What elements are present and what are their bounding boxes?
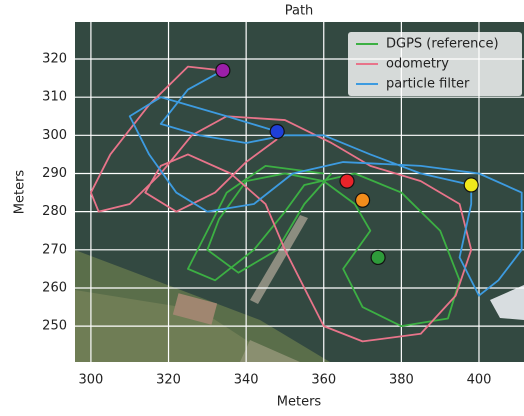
legend: DGPS (reference) odometry particle filter bbox=[348, 32, 522, 96]
y-axis-label: Meters bbox=[13, 170, 28, 215]
legend-label: particle filter bbox=[386, 77, 470, 92]
x-tick-label: 400 bbox=[467, 373, 492, 388]
y-tick-label: 310 bbox=[42, 90, 67, 105]
legend-label: DGPS (reference) bbox=[386, 37, 499, 52]
x-tick-label: 320 bbox=[156, 373, 181, 388]
y-tick-label: 300 bbox=[42, 128, 67, 143]
y-tick-label: 270 bbox=[42, 242, 67, 257]
y-tick-label: 250 bbox=[42, 319, 67, 334]
y-tick-label: 320 bbox=[42, 52, 67, 67]
y-tick-label: 290 bbox=[42, 166, 67, 181]
marker bbox=[464, 178, 478, 192]
marker bbox=[340, 174, 354, 188]
chart: Path Meters Meters DGPS (reference) odome… bbox=[0, 0, 524, 412]
x-tick-label: 380 bbox=[389, 373, 414, 388]
x-tick-label: 360 bbox=[311, 373, 336, 388]
marker bbox=[216, 63, 230, 77]
y-tick-label: 280 bbox=[42, 204, 67, 219]
y-tick-label: 260 bbox=[42, 280, 67, 295]
chart-title: Path bbox=[285, 4, 314, 19]
x-axis-label: Meters bbox=[277, 395, 322, 410]
marker bbox=[270, 125, 284, 139]
marker bbox=[371, 250, 385, 264]
marker bbox=[356, 193, 370, 207]
legend-label: odometry bbox=[386, 57, 449, 72]
x-tick-label: 300 bbox=[78, 373, 103, 388]
x-tick-label: 340 bbox=[234, 373, 259, 388]
